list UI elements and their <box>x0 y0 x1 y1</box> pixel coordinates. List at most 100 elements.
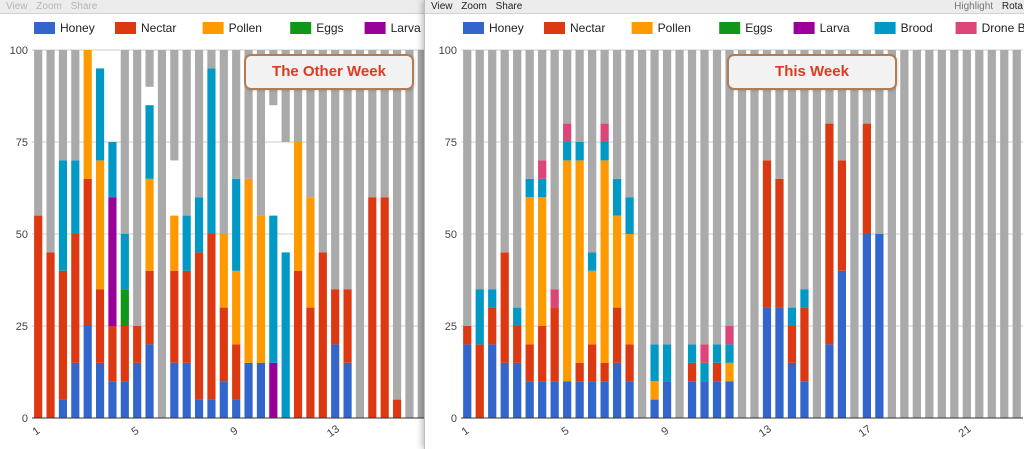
bar-segment-brood[interactable] <box>120 234 129 290</box>
bar-segment-nectar[interactable] <box>219 307 228 382</box>
bar-segment-honey[interactable] <box>725 381 734 418</box>
bar-segment-pollen[interactable] <box>600 160 609 363</box>
bar-stack[interactable] <box>58 50 68 418</box>
bar-segment-remainder[interactable] <box>244 50 253 179</box>
bar-segment-pollen[interactable] <box>306 197 315 308</box>
bar-segment-nectar[interactable] <box>825 123 834 345</box>
bar-segment-honey[interactable] <box>862 234 872 418</box>
bar-segment-brood[interactable] <box>687 344 697 363</box>
bar-segment-honey[interactable] <box>58 399 68 418</box>
bar-stack[interactable] <box>800 50 809 418</box>
bar-segment-honey[interactable] <box>182 362 191 418</box>
bar-segment-honey[interactable] <box>525 381 534 418</box>
bar-segment-honey[interactable] <box>875 234 884 418</box>
legend-item-honey[interactable]: Honey <box>34 21 95 35</box>
bar-segment-drone-brood[interactable] <box>550 289 559 308</box>
bar-segment-honey[interactable] <box>600 381 609 418</box>
bar-segment-drone-brood[interactable] <box>700 344 709 363</box>
bar-segment-brood[interactable] <box>588 252 597 271</box>
bar-segment-remainder[interactable] <box>575 50 584 142</box>
bar-stack[interactable] <box>588 50 597 418</box>
bar-segment-honey[interactable] <box>95 362 105 418</box>
bar-segment-honey[interactable] <box>500 362 509 418</box>
bar-segment-remainder[interactable] <box>538 50 547 161</box>
legend-item-nectar[interactable]: Nectar <box>115 21 176 35</box>
bar-segment-nectar[interactable] <box>108 326 117 382</box>
bar-segment-remainder[interactable] <box>355 50 365 418</box>
bar-segment-remainder[interactable] <box>887 50 896 418</box>
bar-stack[interactable] <box>837 50 847 418</box>
bar-segment-honey[interactable] <box>700 381 709 418</box>
bar-segment-remainder[interactable] <box>71 50 80 161</box>
bar-segment-honey[interactable] <box>83 326 92 418</box>
bar-segment-remainder[interactable] <box>392 50 402 400</box>
bar-segment-nectar[interactable] <box>207 234 216 400</box>
bar-segment-nectar[interactable] <box>120 326 129 382</box>
bar-segment-nectar[interactable] <box>762 160 772 308</box>
bar-segment-nectar[interactable] <box>194 252 204 400</box>
bar-segment-honey[interactable] <box>775 307 784 418</box>
bar-segment-nectar[interactable] <box>34 215 43 418</box>
bar-segment-nectar[interactable] <box>525 344 534 382</box>
bar-stack[interactable] <box>133 50 142 418</box>
bar-stack[interactable] <box>612 50 622 418</box>
bar-stack[interactable] <box>463 50 472 418</box>
bar-segment-remainder[interactable] <box>194 50 204 198</box>
bar-segment-remainder[interactable] <box>675 50 684 418</box>
bar-stack[interactable] <box>34 50 43 418</box>
bar-segment-pollen[interactable] <box>650 381 659 400</box>
bar-segment-pollen[interactable] <box>232 270 241 345</box>
bar-segment-pollen[interactable] <box>575 160 584 363</box>
bar-segment-eggs[interactable] <box>120 289 129 326</box>
bar-segment-honey[interactable] <box>232 399 241 418</box>
bar-segment-honey[interactable] <box>550 381 559 418</box>
bar-segment-remainder[interactable] <box>525 50 534 179</box>
bar-segment-pollen[interactable] <box>612 215 622 308</box>
bar-stack[interactable] <box>662 50 672 418</box>
bar-segment-remainder[interactable] <box>405 50 414 418</box>
bar-segment-remainder[interactable] <box>182 50 191 216</box>
bar-segment-honey[interactable] <box>145 344 154 418</box>
bar-stack[interactable] <box>850 50 859 418</box>
bar-segment-nectar[interactable] <box>625 344 634 382</box>
bar-stack[interactable] <box>825 50 834 418</box>
bar-segment-remainder[interactable] <box>133 50 142 326</box>
bar-segment-nectar[interactable] <box>71 234 80 363</box>
bar-segment-pollen[interactable] <box>256 215 266 363</box>
bar-segment-pollen[interactable] <box>725 362 734 382</box>
bar-segment-brood[interactable] <box>700 362 709 382</box>
bar-segment-nectar[interactable] <box>133 326 142 363</box>
bar-stack[interactable] <box>46 50 55 418</box>
bar-segment-remainder[interactable] <box>306 50 315 198</box>
bar-stack[interactable] <box>417 50 426 418</box>
bar-segment-remainder[interactable] <box>925 50 934 418</box>
bar-segment-brood[interactable] <box>662 344 672 382</box>
bar-segment-honey[interactable] <box>687 381 697 418</box>
bar-segment-nectar[interactable] <box>538 326 547 382</box>
bar-stack[interactable] <box>269 50 278 418</box>
bar-segment-brood[interactable] <box>269 215 278 363</box>
view-menu[interactable]: View <box>6 1 28 12</box>
bar-segment-nectar[interactable] <box>232 344 241 400</box>
legend-item-larva[interactable]: Larva <box>364 21 421 35</box>
bar-stack[interactable] <box>219 50 228 418</box>
legend-item-brood[interactable]: Brood <box>874 21 933 35</box>
bar-segment-honey[interactable] <box>588 381 597 418</box>
bar-segment-honey[interactable] <box>825 344 834 418</box>
bar-stack[interactable] <box>687 50 697 418</box>
share-menu[interactable]: Share <box>495 1 523 12</box>
bar-segment-nectar[interactable] <box>182 270 191 363</box>
legend-item-eggs[interactable]: Eggs <box>290 21 344 35</box>
bar-stack[interactable] <box>725 50 734 418</box>
bar-segment-honey[interactable] <box>120 381 129 418</box>
bar-stack[interactable] <box>488 50 497 418</box>
bar-segment-honey[interactable] <box>463 344 472 418</box>
bar-stack[interactable] <box>862 50 872 418</box>
bar-segment-pollen[interactable] <box>95 160 105 290</box>
bar-segment-remainder[interactable] <box>800 50 809 290</box>
bar-segment-remainder[interactable] <box>380 50 389 198</box>
bar-segment-honey[interactable] <box>538 381 547 418</box>
bar-stack[interactable] <box>71 50 80 418</box>
bar-segment-nectar[interactable] <box>392 399 402 418</box>
bar-stack[interactable] <box>700 50 709 418</box>
